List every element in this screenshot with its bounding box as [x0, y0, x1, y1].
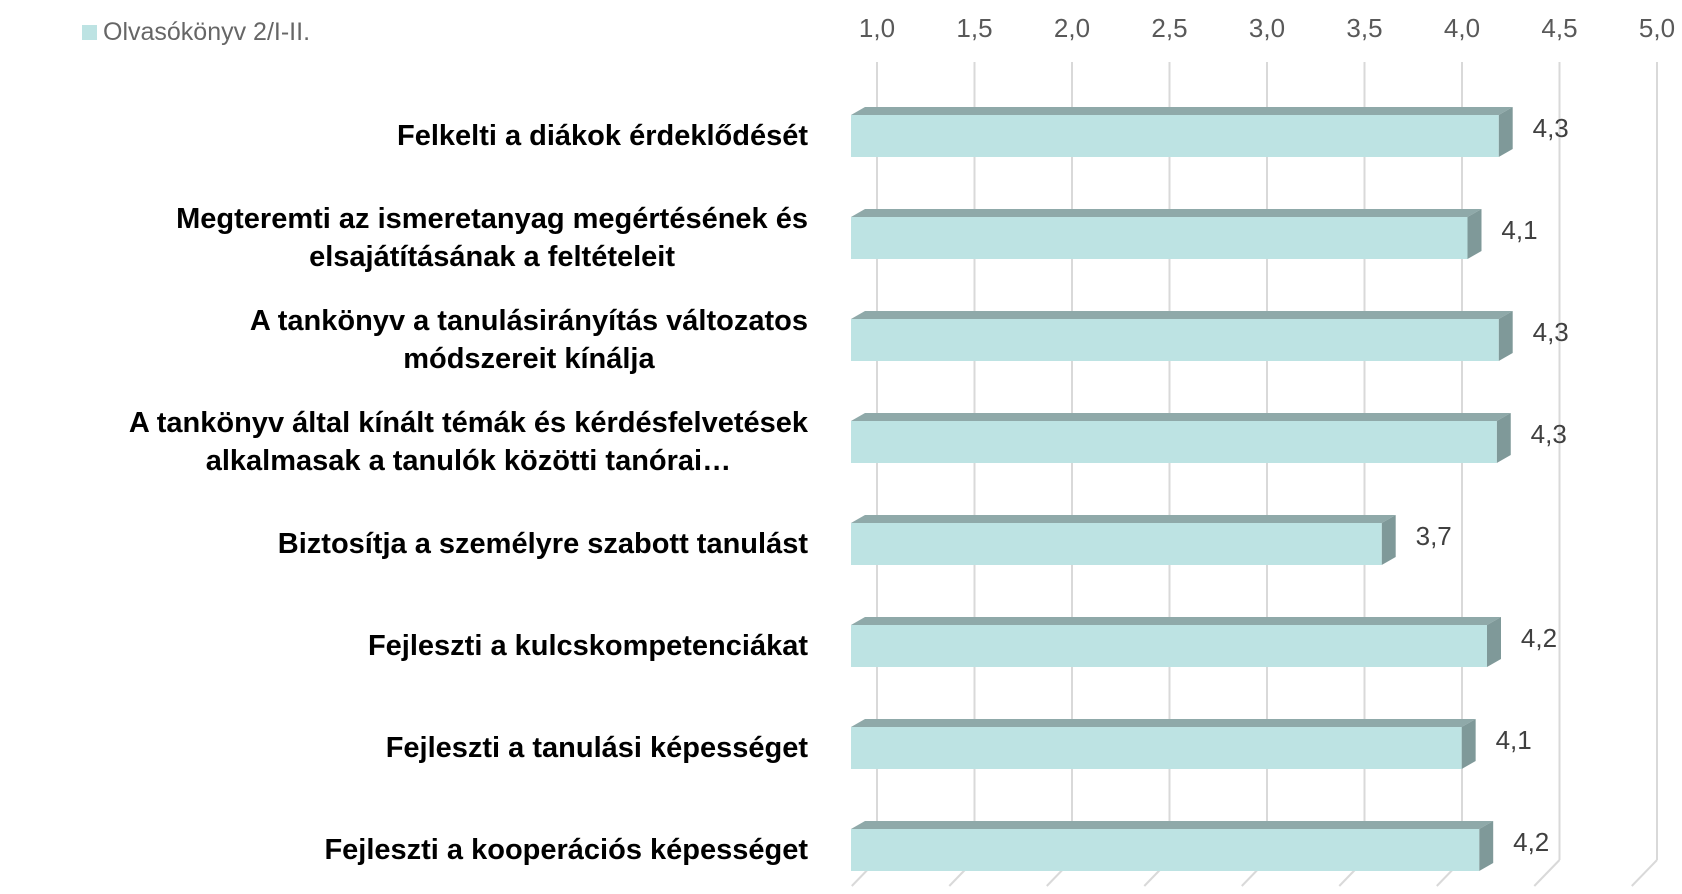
- bar-top: [851, 617, 1501, 625]
- bar-side: [1461, 719, 1476, 769]
- bar-top: [851, 311, 1513, 319]
- bar-side: [1479, 821, 1494, 871]
- bar: [851, 523, 1382, 565]
- bar-top: [851, 413, 1511, 421]
- x-tick-label: 3,0: [1249, 13, 1285, 43]
- value-label: 4,3: [1531, 419, 1567, 449]
- x-tick-label: 1,0: [859, 13, 895, 43]
- x-tick-label: 4,5: [1541, 13, 1577, 43]
- value-label: 4,3: [1533, 317, 1569, 347]
- category-label-box: A tankönyv a tanulásirányítás változatos…: [250, 290, 808, 390]
- x-tick-label: 5,0: [1639, 13, 1675, 43]
- category-label: Biztosítja a személyre szabott tanulást: [277, 528, 808, 560]
- legend-label: Olvasókönyv 2/I-II.: [103, 18, 311, 46]
- bar: [851, 319, 1499, 361]
- bar-top: [851, 719, 1476, 727]
- bar: [851, 421, 1497, 463]
- bar-side: [1487, 617, 1501, 667]
- legend-swatch: [82, 25, 97, 40]
- category-label: Fejleszti a kooperációs képességet: [324, 834, 808, 866]
- category-label: A tankönyv a tanulásirányítás változatos…: [249, 305, 808, 375]
- bar: [851, 625, 1487, 667]
- bar-side: [1496, 413, 1511, 463]
- category-label: Fejleszti a kulcskompetenciákat: [367, 630, 808, 662]
- legend: Olvasókönyv 2/I-II.: [82, 18, 310, 47]
- value-label: 4,3: [1533, 113, 1569, 143]
- value-label: 4,1: [1496, 725, 1532, 755]
- bar-top: [851, 515, 1396, 523]
- bar-side: [1498, 311, 1513, 361]
- bar: [851, 115, 1499, 157]
- category-label: Fejleszti a tanulási képességet: [385, 732, 808, 764]
- x-tick-label: 2,0: [1054, 13, 1090, 43]
- bar-side: [1467, 209, 1482, 259]
- bar: [851, 217, 1468, 259]
- category-label-box: Biztosítja a személyre szabott tanulást: [278, 494, 808, 594]
- category-label: A tankönyv által kínált témák és kérdésf…: [128, 407, 808, 477]
- x-tick-label: 1,5: [956, 13, 992, 43]
- value-label: 3,7: [1416, 521, 1452, 551]
- category-label-box: Megteremti az ismeretanyag megértésének …: [176, 188, 808, 288]
- bar: [851, 829, 1480, 871]
- grid-floor: [1533, 859, 1561, 887]
- value-label: 4,1: [1501, 215, 1537, 245]
- x-tick-label: 4,0: [1444, 13, 1480, 43]
- category-label: Felkelti a diákok érdeklődését: [396, 120, 808, 152]
- bar-top: [851, 209, 1482, 217]
- category-label-box: Fejleszti a tanulási képességet: [386, 698, 808, 798]
- category-label-box: Fejleszti a kulcskompetenciákat: [368, 596, 808, 696]
- category-label: Megteremti az ismeretanyag megértésének …: [176, 203, 808, 273]
- category-label-box: Fejleszti a kooperációs képességet: [324, 800, 808, 894]
- category-label-box: Felkelti a diákok érdeklődését: [397, 86, 808, 186]
- x-tick-label: 3,5: [1346, 13, 1382, 43]
- grid-floor: [1631, 859, 1658, 887]
- bar-top: [851, 107, 1513, 115]
- category-label-box: A tankönyv által kínált témák és kérdésf…: [129, 392, 808, 492]
- value-label: 4,2: [1521, 623, 1557, 653]
- bar-side: [1498, 107, 1513, 157]
- x-tick-label: 2,5: [1151, 13, 1187, 43]
- bar-side: [1381, 515, 1396, 565]
- value-label: 4,2: [1513, 827, 1549, 857]
- bar: [851, 727, 1462, 769]
- bar-top: [851, 821, 1494, 829]
